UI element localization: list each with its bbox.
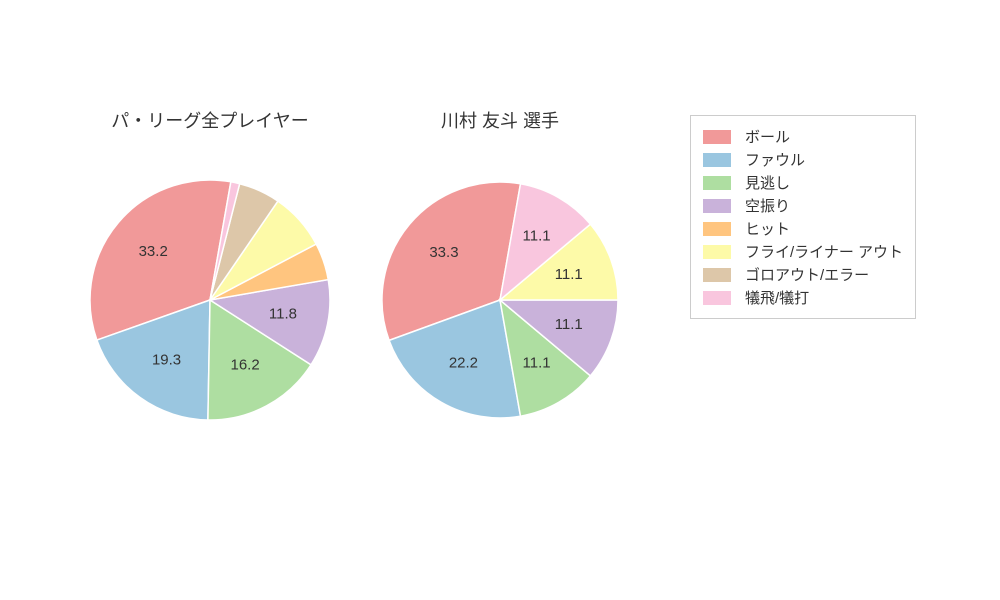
pie-label-player-sac: 11.1 [523, 228, 551, 245]
legend-swatch-sac [703, 291, 731, 305]
legend-swatch-looking [703, 176, 731, 190]
legend-swatch-fly [703, 245, 731, 259]
legend-item-ground: ゴロアウト/エラー [703, 264, 903, 285]
legend-label-hit: ヒット [745, 218, 790, 239]
legend-swatch-ground [703, 268, 731, 282]
legend-label-sac: 犠飛/犠打 [745, 287, 809, 308]
legend-item-ball: ボール [703, 126, 903, 147]
pie-label-player-foul: 22.2 [449, 354, 478, 371]
legend-item-sac: 犠飛/犠打 [703, 287, 903, 308]
legend-item-hit: ヒット [703, 218, 903, 239]
legend-label-foul: ファウル [745, 149, 805, 170]
legend-label-ball: ボール [745, 126, 790, 147]
pie-label-league-foul: 19.3 [152, 351, 181, 368]
legend-label-ground: ゴロアウト/エラー [745, 264, 869, 285]
pie-label-league-ball: 33.2 [139, 243, 168, 260]
pie-label-player-swing: 11.1 [555, 316, 583, 333]
legend-swatch-ball [703, 130, 731, 144]
legend-item-looking: 見逃し [703, 172, 903, 193]
pie-label-league-swing: 11.8 [269, 306, 297, 323]
chart-container: パ・リーグ全プレイヤー 川村 友斗 選手 33.219.316.211.833.… [0, 0, 1000, 600]
pie-label-player-fly: 11.1 [555, 266, 583, 283]
legend-label-swing: 空振り [745, 195, 790, 216]
legend-label-looking: 見逃し [745, 172, 790, 193]
pie-label-player-looking: 11.1 [523, 354, 551, 371]
legend-swatch-swing [703, 199, 731, 213]
pie-label-player-ball: 33.3 [429, 244, 458, 261]
legend-item-foul: ファウル [703, 149, 903, 170]
legend-swatch-foul [703, 153, 731, 167]
legend-item-fly: フライ/ライナー アウト [703, 241, 903, 262]
legend-swatch-hit [703, 222, 731, 236]
legend-item-swing: 空振り [703, 195, 903, 216]
pie-label-league-looking: 16.2 [231, 357, 260, 374]
legend-label-fly: フライ/ライナー アウト [745, 241, 903, 262]
legend: ボールファウル見逃し空振りヒットフライ/ライナー アウトゴロアウト/エラー犠飛/… [690, 115, 916, 319]
